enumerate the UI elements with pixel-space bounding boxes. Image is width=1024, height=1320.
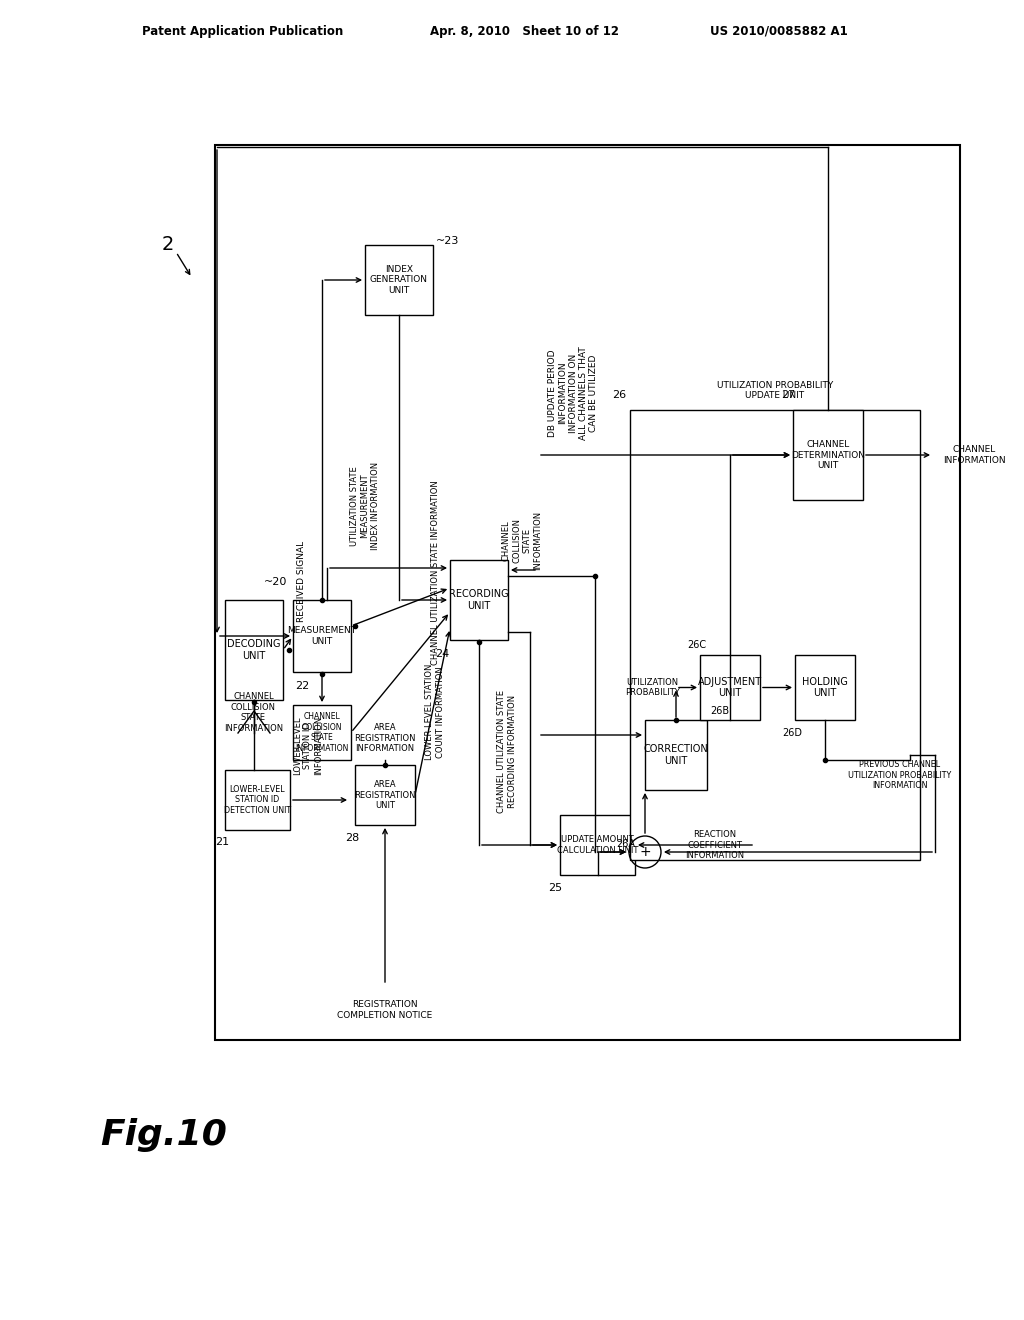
Text: Patent Application Publication: Patent Application Publication xyxy=(142,25,343,38)
Text: AREA
REGISTRATION
UNIT: AREA REGISTRATION UNIT xyxy=(354,780,416,810)
Text: CHANNEL
DETERMINATION
UNIT: CHANNEL DETERMINATION UNIT xyxy=(791,440,865,470)
Text: UTILIZATION
PROBABILITY: UTILIZATION PROBABILITY xyxy=(626,677,680,697)
Text: CHANNEL UTILIZATION STATE INFORMATION: CHANNEL UTILIZATION STATE INFORMATION xyxy=(431,480,440,665)
Bar xyxy=(215,145,961,1040)
Bar xyxy=(365,246,433,315)
Text: REACTION
COEFFICIENT
INFORMATION: REACTION COEFFICIENT INFORMATION xyxy=(685,830,744,859)
Text: LOWER-LEVEL
STATION ID
INFORMATION: LOWER-LEVEL STATION ID INFORMATION xyxy=(293,715,323,775)
Text: ~20: ~20 xyxy=(264,577,288,587)
Text: AREA
REGISTRATION
INFORMATION: AREA REGISTRATION INFORMATION xyxy=(354,723,416,752)
Text: HOLDING
UNIT: HOLDING UNIT xyxy=(802,677,848,698)
Text: DECODING
UNIT: DECODING UNIT xyxy=(227,639,281,661)
Bar xyxy=(560,814,635,875)
Text: UTILIZATION STATE
MEASUREMENT
INDEX INFORMATION: UTILIZATION STATE MEASUREMENT INDEX INFO… xyxy=(350,462,380,550)
Text: ADJUSTMENT
UNIT: ADJUSTMENT UNIT xyxy=(698,677,762,698)
Text: 21: 21 xyxy=(215,837,229,847)
Text: 26D: 26D xyxy=(782,729,802,738)
Bar xyxy=(355,766,415,825)
Bar xyxy=(293,705,351,760)
Bar xyxy=(225,770,290,830)
Text: ~23: ~23 xyxy=(436,236,460,246)
Bar xyxy=(293,601,351,672)
Text: RECORDING
UNIT: RECORDING UNIT xyxy=(450,589,509,611)
Text: 26A: 26A xyxy=(616,840,635,849)
Text: CHANNEL
COLLISION
STATE
INFORMATION: CHANNEL COLLISION STATE INFORMATION xyxy=(224,693,283,733)
Text: CHANNEL
COLLISION
STATE
INFORMATION: CHANNEL COLLISION STATE INFORMATION xyxy=(502,511,542,570)
Text: CHANNEL UTILIZATION STATE
RECORDING INFORMATION: CHANNEL UTILIZATION STATE RECORDING INFO… xyxy=(498,690,517,813)
Text: 22: 22 xyxy=(295,681,309,690)
Text: 28: 28 xyxy=(345,833,359,843)
Text: +: + xyxy=(639,845,651,859)
Text: 24: 24 xyxy=(435,649,450,659)
Text: Apr. 8, 2010   Sheet 10 of 12: Apr. 8, 2010 Sheet 10 of 12 xyxy=(430,25,618,38)
Text: UPDATE AMOUNT
CALCULATION UNIT: UPDATE AMOUNT CALCULATION UNIT xyxy=(557,836,638,855)
Text: DB UPDATE PERIOD
INFORMATION
INFORMATION ON
ALL CHANNELS THAT
CAN BE UTILIZED: DB UPDATE PERIOD INFORMATION INFORMATION… xyxy=(548,346,598,440)
Text: REGISTRATION
COMPLETION NOTICE: REGISTRATION COMPLETION NOTICE xyxy=(337,1001,432,1019)
Text: 26B: 26B xyxy=(710,706,729,715)
Text: US 2010/0085882 A1: US 2010/0085882 A1 xyxy=(710,25,848,38)
Text: Fig.10: Fig.10 xyxy=(100,1118,227,1152)
Bar xyxy=(630,411,920,861)
Bar xyxy=(793,411,863,500)
Text: 27: 27 xyxy=(781,389,795,400)
Bar xyxy=(225,601,283,700)
Text: CHANNEL
INFORMATION: CHANNEL INFORMATION xyxy=(943,445,1006,465)
Text: RECEIVED SIGNAL: RECEIVED SIGNAL xyxy=(297,541,305,622)
Bar xyxy=(700,655,760,719)
Text: CORRECTION
UNIT: CORRECTION UNIT xyxy=(644,744,709,766)
Text: PREVIOUS CHANNEL
UTILIZATION PROBABILITY
INFORMATION: PREVIOUS CHANNEL UTILIZATION PROBABILITY… xyxy=(848,760,951,789)
Bar xyxy=(645,719,707,789)
Text: LOWER-LEVEL STATION
COUNT INFORMATION: LOWER-LEVEL STATION COUNT INFORMATION xyxy=(425,664,444,760)
Text: INDEX
GENERATION
UNIT: INDEX GENERATION UNIT xyxy=(370,265,428,294)
Text: 26: 26 xyxy=(612,389,626,400)
Text: MEASUREMENT
UNIT: MEASUREMENT UNIT xyxy=(288,626,356,645)
Text: 2: 2 xyxy=(162,235,174,255)
Text: 25: 25 xyxy=(548,883,562,894)
Bar xyxy=(795,655,855,719)
Text: LOWER-LEVEL
STATION ID
DETECTION UNIT: LOWER-LEVEL STATION ID DETECTION UNIT xyxy=(224,785,291,814)
Text: CHANNEL
COLLISION
STATE
INFORMATION: CHANNEL COLLISION STATE INFORMATION xyxy=(295,713,349,752)
Text: UTILIZATION PROBABILITY
UPDATE UNIT: UTILIZATION PROBABILITY UPDATE UNIT xyxy=(717,380,834,400)
Bar xyxy=(450,560,508,640)
Text: 26C: 26C xyxy=(687,640,707,649)
